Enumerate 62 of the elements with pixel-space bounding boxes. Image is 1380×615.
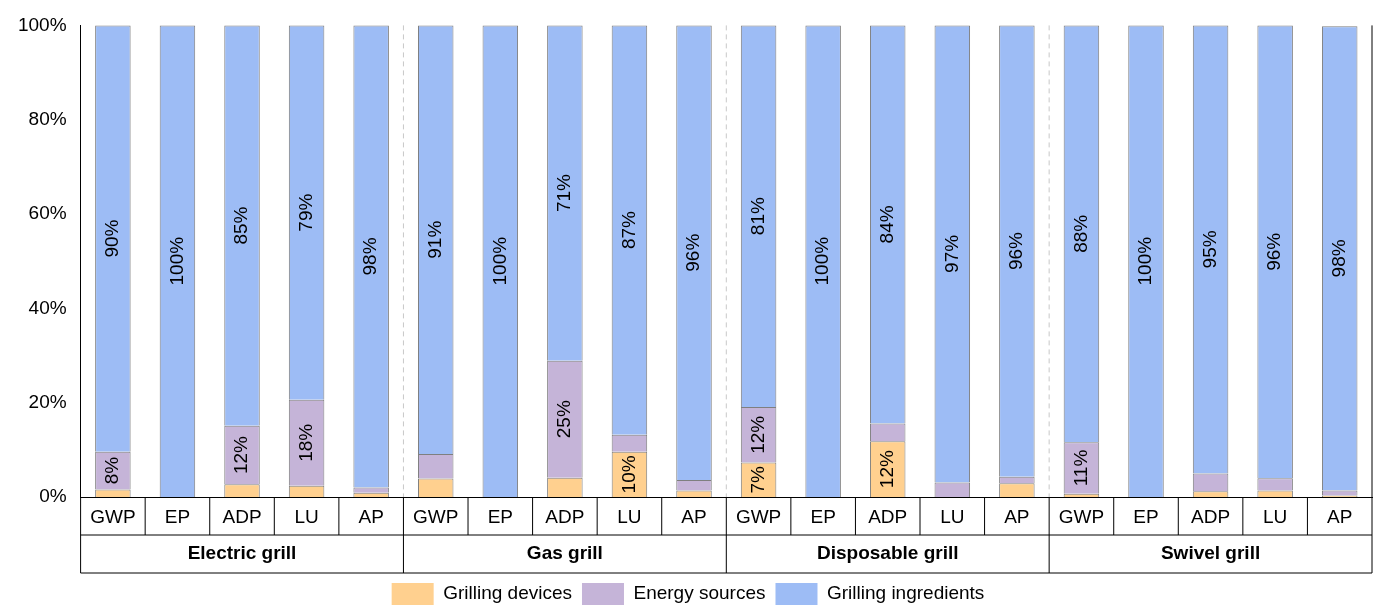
data-label: 98% [1327, 239, 1349, 278]
data-label: 96% [1263, 232, 1285, 271]
data-label: 12% [746, 415, 768, 454]
x-tick-label: ADP [545, 505, 585, 527]
data-label: 96% [1005, 231, 1027, 271]
x-tick-label: LU [1263, 505, 1288, 527]
x-tick-label: AP [358, 505, 384, 527]
x-tick-label: EP [164, 505, 191, 527]
data-label: 90% [101, 219, 123, 258]
y-tick-label: 60% [28, 202, 67, 224]
x-tick-label: LU [617, 505, 642, 527]
x-tick-label: GWP [735, 505, 782, 527]
data-label: 98% [359, 237, 381, 276]
y-tick-label: 40% [28, 296, 67, 318]
x-tick-label: EP [810, 505, 836, 527]
data-label: 79% [294, 193, 316, 232]
x-tick-label: EP [487, 505, 513, 527]
data-label: 8% [101, 456, 123, 485]
y-tick-label: 80% [28, 107, 67, 129]
data-label: 100% [165, 236, 187, 286]
x-tick-label: AP [1327, 505, 1353, 527]
text: Gas grill [526, 542, 603, 564]
data-label: 97% [940, 234, 962, 273]
x-tick-label: AP [1004, 505, 1030, 527]
data-label: 7% [746, 465, 768, 494]
x-tick-label: ADP [222, 505, 262, 527]
x-tick-label: GWP [1058, 505, 1105, 527]
data-label: 12% [230, 435, 252, 475]
legend-label: Grilling devices [443, 582, 572, 604]
x-tick-label: LU [294, 505, 319, 527]
x-tick-label: EP [1133, 505, 1159, 527]
data-label: 100% [1134, 236, 1156, 286]
data-label: 100% [811, 236, 833, 286]
data-label: 87% [617, 210, 639, 250]
data-label: 10% [617, 455, 639, 494]
y-tick-label: 0% [39, 485, 67, 507]
data-label: 25% [553, 400, 575, 439]
data-label: 96% [682, 233, 704, 272]
data-label: 18% [294, 423, 316, 462]
x-tick-label: AP [681, 505, 707, 527]
x-tick-label: LU [940, 505, 965, 527]
data-label: 100% [488, 236, 510, 286]
y-tick-label: 20% [28, 390, 67, 412]
data-label: 12% [875, 450, 897, 489]
data-label: 88% [1069, 214, 1091, 253]
data-label: 71% [553, 173, 575, 213]
data-label: 84% [875, 205, 897, 244]
data-label: 95% [1198, 230, 1220, 269]
x-tick-label: GWP [413, 505, 459, 527]
text: Disposable grill [816, 542, 959, 564]
data-label: 85% [230, 206, 252, 245]
data-label: 11% [1069, 449, 1091, 487]
x-tick-label: GWP [90, 505, 136, 527]
text: Swivel grill [1160, 542, 1261, 564]
y-tick-label: 100% [17, 13, 67, 35]
x-tick-label: ADP [868, 505, 908, 527]
data-label: 91% [423, 220, 445, 259]
text: Electric grill [187, 542, 297, 564]
legend-label: Grilling ingredients [826, 582, 985, 604]
x-tick-label: ADP [1191, 505, 1231, 527]
data-label: 81% [746, 197, 768, 236]
legend-label: Energy sources [633, 582, 766, 604]
